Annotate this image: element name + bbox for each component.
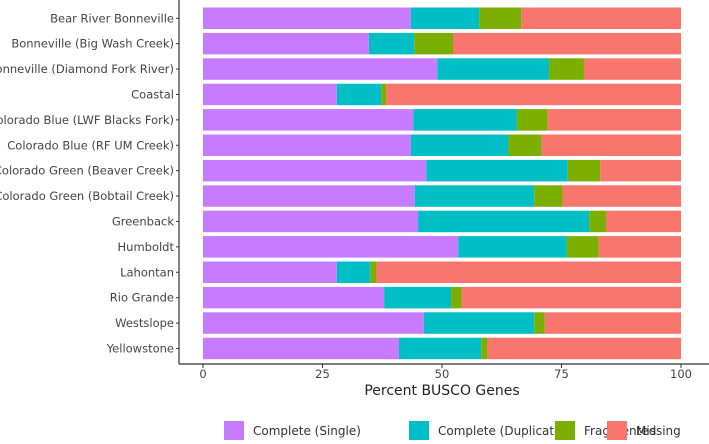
- category-label-bonneville-big-wash-creek: Bonneville (Big Wash Creek): [11, 37, 174, 51]
- bar-yellowstone-missing: [487, 337, 681, 360]
- category-label-colorado-blue-lwf-blacks-fork: Colorado Blue (LWF Blacks Fork): [0, 113, 174, 127]
- category-label-colorado-green-beaver-creek: Colorado Green (Beaver Creek): [0, 164, 174, 178]
- category-label-colorado-green-bobtail-creek: Colorado Green (Bobtail Creek): [0, 189, 174, 203]
- bar-colorado-blue-rf-um-creek-complete-duplicate: [410, 134, 509, 156]
- bar-lahontan-missing: [376, 261, 681, 283]
- bar-bear-river-bonneville-fragmented: [479, 7, 522, 29]
- bar-greenback-complete-single: [203, 210, 419, 233]
- legend-label-missing: Missing: [636, 424, 681, 438]
- category-label-yellowstone: Yellowstone: [106, 341, 174, 355]
- bar-lahontan-complete-single: [203, 261, 337, 283]
- bar-coastal-fragmented: [381, 83, 387, 106]
- category-label-coastal: Coastal: [131, 87, 174, 101]
- bar-colorado-blue-lwf-blacks-fork-complete-duplicate: [413, 109, 518, 131]
- category-label-colorado-blue-rf-um-creek: Colorado Blue (RF UM Creek): [7, 138, 174, 152]
- bar-colorado-green-beaver-creek-complete-duplicate: [426, 159, 568, 182]
- bar-rio-grande-fragmented: [451, 286, 462, 309]
- bar-colorado-green-bobtail-creek-missing: [562, 185, 681, 207]
- bar-coastal-missing: [386, 83, 681, 106]
- bar-colorado-green-bobtail-creek-complete-single: [203, 185, 415, 207]
- bar-colorado-blue-rf-um-creek-complete-single: [203, 134, 411, 156]
- bar-bear-river-bonneville-complete-duplicate: [410, 7, 480, 29]
- category-labels: Bear River Bonneville Bonneville (Big Was…: [0, 11, 179, 355]
- bar-humboldt-complete-single: [203, 236, 459, 258]
- bar-coastal-complete-duplicate: [336, 83, 382, 106]
- bar-yellowstone-fragmented: [481, 337, 488, 360]
- legend: Complete (Single)Complete (Duplicate)Fra…: [224, 421, 681, 440]
- bar-rio-grande-complete-single: [203, 286, 385, 309]
- bar-bonneville-big-wash-creek-complete-duplicate: [368, 32, 415, 55]
- bar-rio-grande-missing: [461, 286, 681, 309]
- bar-westslope-complete-duplicate: [423, 312, 535, 334]
- category-label-humboldt: Humboldt: [118, 240, 175, 254]
- bar-colorado-green-beaver-creek-missing: [600, 159, 681, 182]
- bar-bonneville-big-wash-creek-fragmented: [414, 32, 453, 55]
- x-tick-label-25: 25: [315, 367, 330, 381]
- bar-colorado-blue-rf-um-creek-missing: [541, 134, 681, 156]
- category-label-rio-grande: Rio Grande: [110, 291, 174, 305]
- category-label-greenback: Greenback: [112, 214, 174, 228]
- bar-westslope-fragmented: [534, 312, 545, 334]
- bar-humboldt-fragmented: [566, 236, 599, 258]
- bar-colorado-blue-lwf-blacks-fork-missing: [547, 109, 681, 131]
- x-tick-label-100: 100: [670, 367, 692, 381]
- bar-greenback-complete-duplicate: [418, 210, 590, 233]
- category-label-lahontan: Lahontan: [120, 265, 174, 279]
- bar-bonneville-diamond-fork-river-complete-duplicate: [437, 58, 550, 80]
- bar-rio-grande-complete-duplicate: [384, 286, 452, 309]
- bar-bear-river-bonneville-complete-single: [203, 7, 411, 29]
- bar-lahontan-complete-duplicate: [336, 261, 371, 283]
- legend-swatch-fragmented: [555, 421, 575, 440]
- bar-bonneville-diamond-fork-river-fragmented: [549, 58, 584, 80]
- legend-swatch-missing: [607, 421, 627, 440]
- bar-yellowstone-complete-duplicate: [398, 337, 482, 360]
- bar-bonneville-big-wash-creek-missing: [452, 32, 681, 55]
- bar-colorado-green-bobtail-creek-fragmented: [534, 185, 563, 207]
- bar-westslope-complete-single: [203, 312, 424, 334]
- x-tick-label-75: 75: [554, 367, 569, 381]
- bar-humboldt-complete-duplicate: [458, 236, 567, 258]
- bar-westslope-missing: [544, 312, 681, 334]
- bar-colorado-blue-rf-um-creek-fragmented: [508, 134, 542, 156]
- x-tick-label-0: 0: [199, 367, 206, 381]
- bar-colorado-green-beaver-creek-complete-single: [203, 159, 427, 182]
- bar-bear-river-bonneville-missing: [521, 7, 681, 29]
- bar-coastal-complete-single: [203, 83, 337, 106]
- bar-yellowstone-complete-single: [203, 337, 399, 360]
- bar-colorado-blue-lwf-blacks-fork-complete-single: [203, 109, 414, 131]
- bar-colorado-green-beaver-creek-fragmented: [567, 159, 601, 182]
- category-label-bonneville-diamond-fork-river: Bonneville (Diamond Fork River): [0, 62, 174, 76]
- bar-lahontan-fragmented: [370, 261, 377, 283]
- category-label-bear-river-bonneville: Bear River Bonneville: [50, 11, 174, 25]
- x-axis-title: Percent BUSCO Genes: [364, 383, 519, 399]
- bar-colorado-blue-lwf-blacks-fork-fragmented: [517, 109, 548, 131]
- bars-group: [203, 7, 681, 360]
- x-ticks-group: 0 25 50 75 100: [199, 364, 692, 381]
- x-tick-label-50: 50: [435, 367, 450, 381]
- bar-bonneville-big-wash-creek-complete-single: [203, 32, 369, 55]
- bar-greenback-fragmented: [589, 210, 606, 233]
- legend-label-complete-single: Complete (Single): [253, 424, 361, 438]
- bar-bonneville-diamond-fork-river-missing: [583, 58, 681, 80]
- bar-humboldt-missing: [598, 236, 681, 258]
- bar-greenback-missing: [605, 210, 681, 233]
- category-label-westslope: Westslope: [115, 316, 174, 330]
- legend-swatch-complete-single: [224, 421, 244, 440]
- legend-swatch-complete-duplicate: [409, 421, 429, 440]
- bar-colorado-green-bobtail-creek-complete-duplicate: [414, 185, 535, 207]
- bar-bonneville-diamond-fork-river-complete-single: [203, 58, 438, 80]
- legend-label-complete-duplicate: Complete (Duplicate): [438, 424, 566, 438]
